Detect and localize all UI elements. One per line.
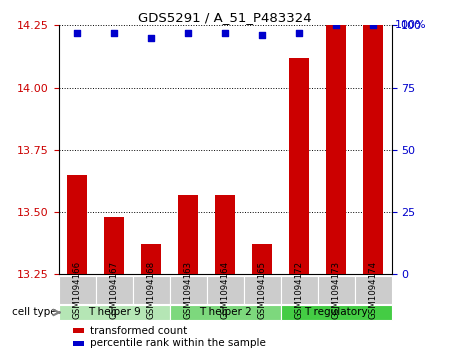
- Bar: [141, 244, 161, 274]
- Text: percentile rank within the sample: percentile rank within the sample: [90, 338, 266, 348]
- Text: GSM1094168: GSM1094168: [147, 261, 156, 319]
- Text: GSM1094166: GSM1094166: [72, 261, 81, 319]
- Bar: [207, 276, 243, 304]
- Bar: [132, 276, 170, 304]
- Text: transformed count: transformed count: [90, 326, 187, 335]
- Text: GSM1094167: GSM1094167: [109, 261, 118, 319]
- Point: [73, 30, 81, 36]
- Point: [333, 23, 340, 28]
- Bar: [280, 305, 392, 319]
- Bar: [67, 175, 87, 274]
- Text: 100%: 100%: [395, 20, 427, 30]
- Text: GSM1094165: GSM1094165: [257, 261, 266, 319]
- Text: GSM1094163: GSM1094163: [184, 261, 193, 319]
- Text: GSM1094174: GSM1094174: [369, 261, 378, 319]
- Text: GSM1094172: GSM1094172: [294, 261, 303, 319]
- Text: T regulatory: T regulatory: [304, 307, 368, 318]
- Bar: [363, 25, 383, 274]
- Bar: [355, 276, 392, 304]
- Point: [258, 32, 265, 38]
- Bar: [73, 341, 84, 346]
- Text: GSM1094173: GSM1094173: [332, 261, 341, 319]
- Bar: [252, 244, 272, 274]
- Point: [148, 35, 155, 41]
- Bar: [243, 276, 280, 304]
- Bar: [326, 25, 346, 274]
- Point: [221, 30, 229, 36]
- Bar: [104, 217, 124, 274]
- Bar: [215, 195, 235, 274]
- Bar: [95, 276, 132, 304]
- Point: [184, 30, 192, 36]
- Bar: [73, 328, 84, 333]
- Text: T helper 2: T helper 2: [198, 307, 252, 318]
- Bar: [170, 276, 207, 304]
- Point: [110, 30, 117, 36]
- Bar: [318, 276, 355, 304]
- Text: cell type: cell type: [12, 307, 57, 318]
- Point: [369, 23, 377, 28]
- Title: GDS5291 / A_51_P483324: GDS5291 / A_51_P483324: [138, 11, 312, 24]
- Bar: [58, 276, 95, 304]
- Bar: [178, 195, 198, 274]
- Text: T helper 9: T helper 9: [88, 307, 140, 318]
- Bar: [58, 305, 170, 319]
- Bar: [280, 276, 318, 304]
- Bar: [289, 58, 309, 274]
- Point: [295, 30, 302, 36]
- Bar: [170, 305, 280, 319]
- Text: GSM1094164: GSM1094164: [220, 261, 230, 319]
